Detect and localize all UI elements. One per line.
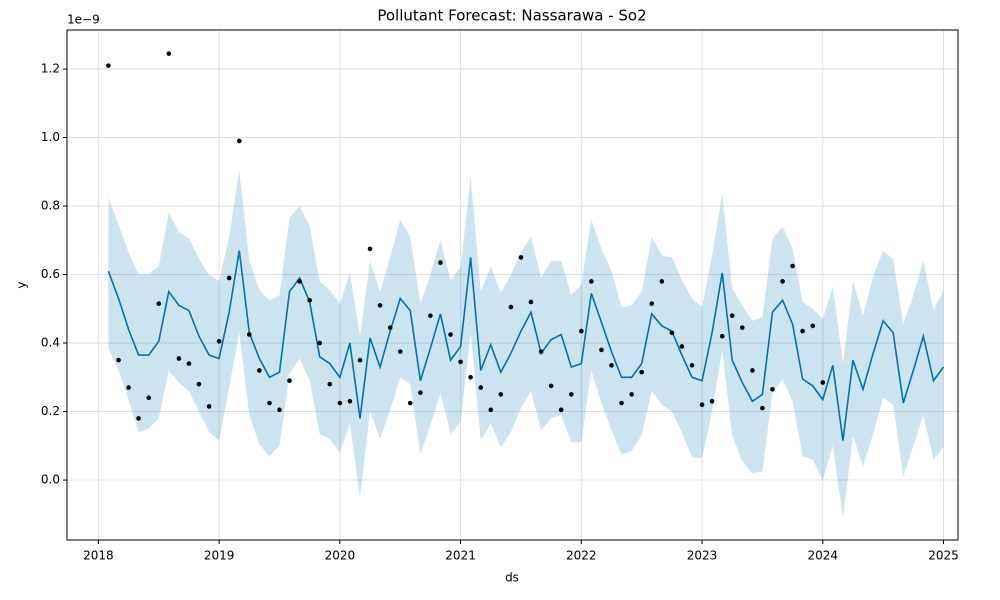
observed-point [257,368,262,373]
y-tick-label: 1.0 [41,130,60,144]
observed-point [126,385,131,390]
y-tick-label: 0.0 [41,473,60,487]
observed-point [800,328,805,334]
uncertainty-band [108,170,944,518]
observed-point [599,347,604,353]
observed-point [196,381,202,387]
x-tick-label: 2023 [687,549,718,563]
observed-point [488,407,494,413]
x-tick-label: 2021 [445,549,476,563]
observed-point [659,279,665,284]
observed-point [116,357,121,363]
observed-point [277,407,282,413]
observed-point [468,375,473,380]
observed-point [558,407,564,413]
observed-point [538,349,544,354]
observed-point [589,279,594,284]
observed-point [176,356,182,361]
plot-frame [66,29,959,541]
observed-point [438,260,443,265]
y-offset-label: 1e−9 [67,13,100,27]
y-tick-label: 0.6 [41,267,60,281]
observed-point [609,363,614,368]
observed-point [709,398,715,404]
observed-point [206,404,212,409]
observed-point [568,392,574,397]
observed-point [247,332,252,337]
observed-point [407,400,413,406]
observed-point [307,297,312,303]
x-tick-label: 2020 [325,549,356,563]
observed-point [377,303,383,308]
observed-point [528,299,534,305]
observed-point [699,402,705,408]
observed-point [810,323,816,329]
observed-point [337,400,343,406]
observed-point [297,279,302,284]
observed-point [679,344,685,349]
observed-point [639,369,644,375]
observed-point [226,275,232,281]
observed-point [770,386,775,392]
observed-point [518,255,524,260]
x-axis-label: ds [505,571,519,585]
observed-point [347,398,353,404]
observed-point [428,313,433,318]
observed-point [236,138,242,144]
observed-point [719,333,725,339]
observed-point [649,301,655,306]
observed-point [136,416,141,421]
observed-point [317,340,322,346]
observed-point [820,380,826,385]
observed-point [579,328,584,334]
observed-point [418,390,423,396]
y-tick-label: 0.4 [41,336,60,350]
observed-point [357,357,363,363]
observed-point [186,361,192,366]
observed-point [166,51,172,56]
y-tick-label: 0.2 [41,404,60,418]
observed-point [669,330,675,336]
x-tick-label: 2019 [204,549,235,563]
observed-point [780,279,785,284]
observed-point [146,395,152,401]
chart-title: Pollutant Forecast: Nassarawa - So2 [377,7,646,25]
observed-point [750,368,755,373]
observed-point [548,383,554,389]
observed-point [387,325,393,330]
y-tick-label: 0.8 [41,199,60,213]
observed-point [156,301,162,306]
x-tick-label: 2018 [83,549,114,563]
observed-point [478,385,484,390]
observed-point [287,378,292,384]
forecast-line [107,250,945,441]
observed-point [216,339,222,344]
x-tick-label: 2024 [808,549,839,563]
observed-point [267,400,272,406]
observed-point [458,359,463,365]
y-axis-label: y [15,281,29,288]
x-tick-label: 2022 [566,549,597,563]
observed-point [448,332,453,337]
observed-point [729,313,735,318]
observed-point [790,263,795,269]
observed-point [367,246,373,252]
observed-point [508,304,514,310]
observed-point [629,392,634,397]
observed-point [498,392,504,397]
observed-point [327,381,333,387]
observed-point [739,325,745,330]
y-tick-label: 1.2 [41,62,60,76]
observed-point [689,363,695,368]
x-tick-label: 2025 [928,549,959,563]
observed-point [397,349,403,354]
observed-point [760,405,765,411]
observed-point [106,63,111,68]
observed-point [619,400,624,406]
